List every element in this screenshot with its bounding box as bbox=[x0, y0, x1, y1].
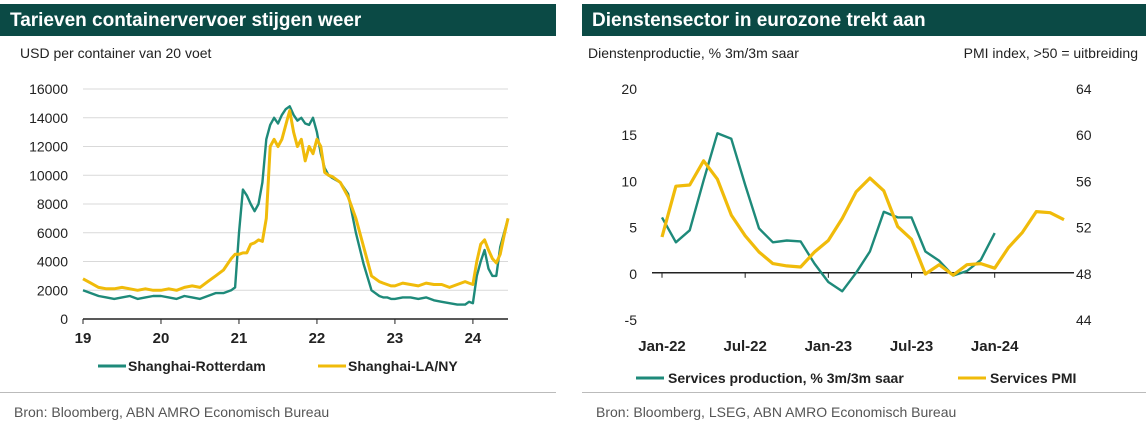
right-chart-panel: Dienstensector in eurozone trekt aan Die… bbox=[582, 0, 1146, 427]
x-tick-label: 21 bbox=[231, 330, 248, 347]
y-right-tick-label: 60 bbox=[1076, 127, 1092, 143]
legend-label: Services PMI bbox=[990, 370, 1076, 386]
x-tick-label: Jan-23 bbox=[805, 338, 853, 355]
y-tick-label: 5 bbox=[629, 220, 637, 236]
right-title-bar: Dienstensector in eurozone trekt aan bbox=[582, 4, 1146, 36]
x-tick-label: 20 bbox=[153, 330, 170, 347]
left-divider bbox=[0, 392, 556, 393]
x-tick-label: Jan-24 bbox=[971, 338, 1019, 355]
y-tick-label: 6000 bbox=[37, 225, 68, 241]
y-tick-label: 15 bbox=[621, 127, 637, 143]
x-tick-label: Jul-22 bbox=[723, 338, 766, 355]
left-source-note: Bron: Bloomberg, ABN AMRO Economisch Bur… bbox=[14, 404, 330, 420]
y-right-tick-label: 52 bbox=[1076, 220, 1092, 236]
y-tick-label: 16000 bbox=[29, 81, 68, 97]
y-right-tick-label: 44 bbox=[1076, 312, 1092, 328]
x-tick-label: 23 bbox=[387, 330, 404, 347]
right-divider bbox=[582, 392, 1146, 393]
y-tick-label: 2000 bbox=[37, 282, 68, 298]
y-right-tick-label: 56 bbox=[1076, 173, 1092, 189]
x-tick-label: 22 bbox=[309, 330, 326, 347]
right-line-chart: -5 0 5 10 15 20 44 48 52 56 60 64 Jan-22 Jul-22 Jan-23… bbox=[621, 81, 1092, 386]
x-tick-label: 19 bbox=[75, 330, 92, 347]
left-y-axis-label: USD per container van 20 voet bbox=[20, 45, 212, 61]
right-chart-title: Dienstensector in eurozone trekt aan bbox=[592, 10, 926, 31]
right-left-y-axis-label: Dienstenproductie, % 3m/3m saar bbox=[588, 45, 799, 61]
left-title-bar: Tarieven containervervoer stijgen weer bbox=[0, 4, 556, 36]
y-tick-label: -5 bbox=[625, 312, 638, 328]
y-tick-label: 14000 bbox=[29, 110, 68, 126]
series-line bbox=[82, 105, 510, 306]
left-line-chart: 0 2000 4000 6000 8000 10000 12000 14000 16000 19 2… bbox=[29, 81, 510, 374]
y-tick-label: 8000 bbox=[37, 196, 68, 212]
x-tick-label: Jul-23 bbox=[890, 338, 933, 355]
y-tick-label: 4000 bbox=[37, 254, 68, 270]
right-right-y-axis-label: PMI index, >50 = uitbreiding bbox=[963, 45, 1138, 61]
x-tick-label: Jan-22 bbox=[638, 338, 686, 355]
series-line bbox=[660, 159, 1065, 277]
series-line bbox=[82, 109, 510, 292]
y-right-tick-label: 48 bbox=[1076, 266, 1092, 282]
y-tick-label: 0 bbox=[629, 266, 637, 282]
y-tick-label: 10000 bbox=[29, 167, 68, 183]
y-tick-label: 0 bbox=[60, 311, 68, 327]
legend-label: Shanghai-Rotterdam bbox=[128, 358, 266, 374]
legend-label: Shanghai-LA/NY bbox=[348, 358, 458, 374]
x-tick-label: 24 bbox=[465, 330, 482, 347]
y-right-tick-label: 64 bbox=[1076, 81, 1092, 97]
left-chart-panel: Tarieven containervervoer stijgen weer U… bbox=[0, 0, 556, 427]
y-tick-label: 12000 bbox=[29, 139, 68, 155]
right-source-note: Bron: Bloomberg, LSEG, ABN AMRO Economis… bbox=[596, 404, 957, 420]
series-line bbox=[660, 132, 996, 293]
y-tick-label: 10 bbox=[621, 173, 637, 189]
y-tick-label: 20 bbox=[621, 81, 637, 97]
legend-label: Services production, % 3m/3m saar bbox=[668, 370, 904, 386]
left-chart-title: Tarieven containervervoer stijgen weer bbox=[10, 10, 362, 31]
